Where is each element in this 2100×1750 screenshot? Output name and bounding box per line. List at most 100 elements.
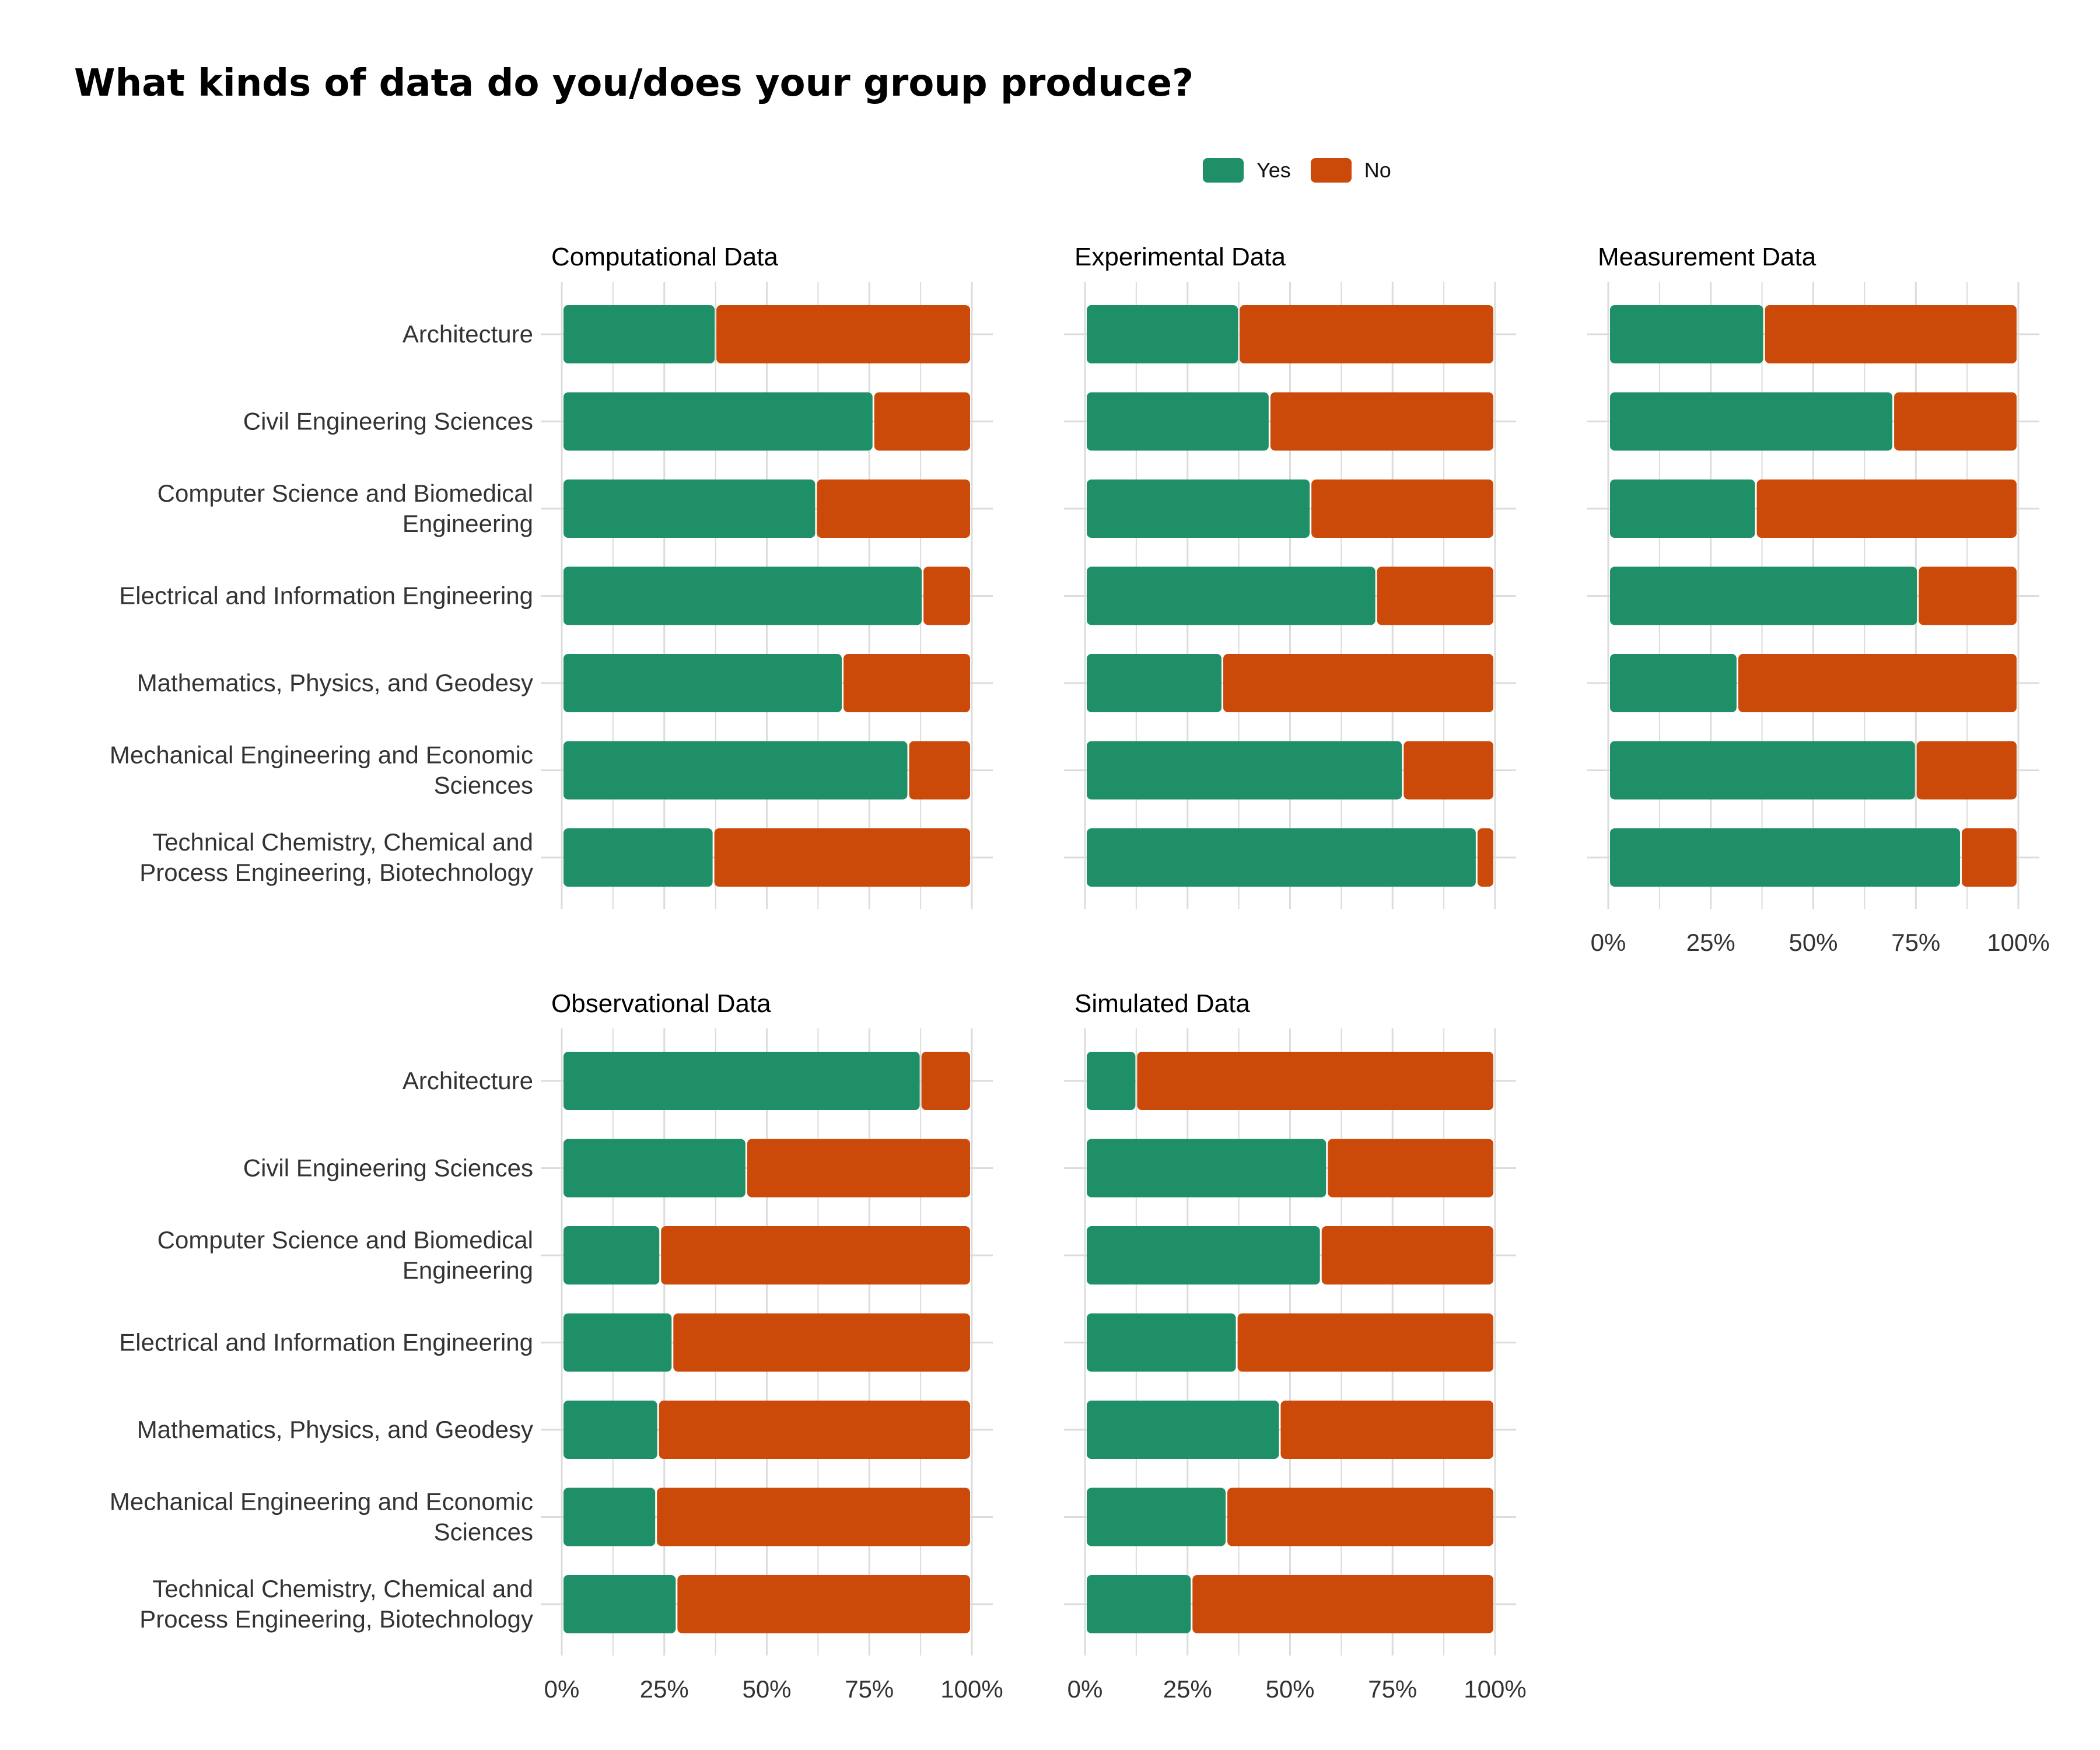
bar-no <box>1765 305 2017 363</box>
panel-title: Observational Data <box>551 989 771 1018</box>
bar-no <box>714 828 970 887</box>
bar-no <box>1311 480 1493 538</box>
bar-no <box>923 566 970 625</box>
x-tick-label: 25% <box>1686 929 1735 956</box>
bar-no <box>1404 741 1493 800</box>
legend-swatch-yes <box>1203 158 1244 183</box>
bar-no <box>677 1575 970 1633</box>
bar-no <box>673 1313 970 1372</box>
bar-yes <box>1087 1052 1136 1110</box>
category-label: Mechanical Engineering and Economic <box>110 741 533 769</box>
bar-no <box>1237 1313 1493 1372</box>
category-label: Architecture <box>402 1067 533 1094</box>
bar-no <box>1270 392 1493 451</box>
bar-yes <box>1610 480 1755 538</box>
bar-no <box>1227 1488 1493 1546</box>
x-tick-label: 75% <box>1368 1675 1417 1703</box>
bar-no <box>1894 392 2017 451</box>
legend: Yes No <box>1203 156 1411 184</box>
panel-title: Measurement Data <box>1598 243 1817 271</box>
bar-yes <box>1087 566 1376 625</box>
category-label: Sciences <box>434 772 533 799</box>
legend-label-no: No <box>1364 158 1391 182</box>
bar-no <box>1192 1575 1493 1633</box>
bar-yes <box>1087 828 1476 887</box>
category-label: Mathematics, Physics, and Geodesy <box>137 1416 533 1443</box>
bar-no <box>874 392 970 451</box>
category-label: Civil Engineering Sciences <box>243 408 533 435</box>
bar-yes <box>564 654 842 712</box>
bar-yes <box>1087 305 1238 363</box>
legend-item-no: No <box>1310 158 1391 183</box>
panel-simulated-data: Simulated Data 0% 25% 50% 75% 100% <box>1064 989 1527 1703</box>
bar-yes <box>1610 828 1961 887</box>
bar-yes <box>564 741 908 800</box>
bar-yes <box>564 1052 920 1110</box>
category-label: Technical Chemistry, Chemical and <box>152 828 533 856</box>
bar-no <box>1738 654 2017 712</box>
bar-no <box>1962 828 2017 887</box>
bar-no <box>659 1401 970 1459</box>
bar-yes <box>1087 1488 1226 1546</box>
category-label: Process Engineering, Biotechnology <box>139 1605 533 1633</box>
category-label: Process Engineering, Biotechnology <box>139 859 533 886</box>
bar-no <box>1223 654 1493 712</box>
category-label: Mathematics, Physics, and Geodesy <box>137 669 533 696</box>
bar-yes <box>1087 1226 1320 1284</box>
panel-title: Computational Data <box>551 243 778 271</box>
bar-no <box>1137 1052 1493 1110</box>
bar-no <box>1240 305 1493 363</box>
bar-yes <box>564 1575 676 1633</box>
legend-swatch-no <box>1310 158 1352 183</box>
bar-yes <box>1610 305 1763 363</box>
category-label: Engineering <box>402 1256 533 1284</box>
bar-yes <box>564 828 713 887</box>
bar-yes <box>1087 1313 1236 1372</box>
bar-no <box>921 1052 970 1110</box>
x-tick-label: 100% <box>940 1675 1003 1703</box>
panel-title: Simulated Data <box>1074 989 1250 1018</box>
category-label: Engineering <box>402 510 533 537</box>
chart-title: What kinds of data do you/does your grou… <box>74 62 1194 105</box>
x-tick-label: 0% <box>1068 1675 1103 1703</box>
category-label: Electrical and Information Engineering <box>119 582 533 610</box>
bar-no <box>844 654 970 712</box>
bar-yes <box>1610 566 1917 625</box>
panel-title: Experimental Data <box>1074 243 1286 271</box>
bar-yes <box>1087 1401 1279 1459</box>
bar-yes <box>564 1401 657 1459</box>
category-label: Computer Science and Biomedical <box>158 480 533 507</box>
legend-item-yes: Yes <box>1203 158 1291 183</box>
x-tick-label: 50% <box>742 1675 791 1703</box>
panel-experimental-data: Experimental Data <box>1064 243 1516 909</box>
x-tick-label: 100% <box>1987 929 2049 956</box>
bar-yes <box>1087 1575 1191 1633</box>
bar-no <box>1756 480 2017 538</box>
category-label: Sciences <box>434 1518 533 1546</box>
bar-no <box>657 1488 970 1546</box>
x-tick-label: 100% <box>1464 1675 1526 1703</box>
bar-yes <box>564 305 715 363</box>
panel-computational-data: Computational Data Architecture Civil Engi… <box>110 243 993 909</box>
x-tick-label: 50% <box>1788 929 1838 956</box>
category-label: Electrical and Information Engineering <box>119 1329 533 1356</box>
bar-yes <box>1610 741 1915 800</box>
bar-yes <box>1610 654 1737 712</box>
x-tick-label: 75% <box>845 1675 894 1703</box>
legend-label-yes: Yes <box>1256 158 1291 182</box>
x-tick-label: 25% <box>640 1675 689 1703</box>
bar-no <box>716 305 970 363</box>
bar-yes <box>1087 1139 1326 1198</box>
panel-observational-data: Observational Data Architecture Civil Engi… <box>110 989 1003 1703</box>
bar-yes <box>564 1313 672 1372</box>
bar-no <box>1328 1139 1493 1198</box>
x-tick-label: 25% <box>1163 1675 1212 1703</box>
bar-no <box>1477 828 1493 887</box>
x-tick-label: 0% <box>544 1675 580 1703</box>
bar-no <box>747 1139 970 1198</box>
bar-no <box>1321 1226 1493 1284</box>
bar-no <box>1280 1401 1493 1459</box>
bar-no <box>1919 566 2017 625</box>
panel-measurement-data: Measurement Data 0% 25% 50% 75% 100% <box>1587 243 2050 956</box>
